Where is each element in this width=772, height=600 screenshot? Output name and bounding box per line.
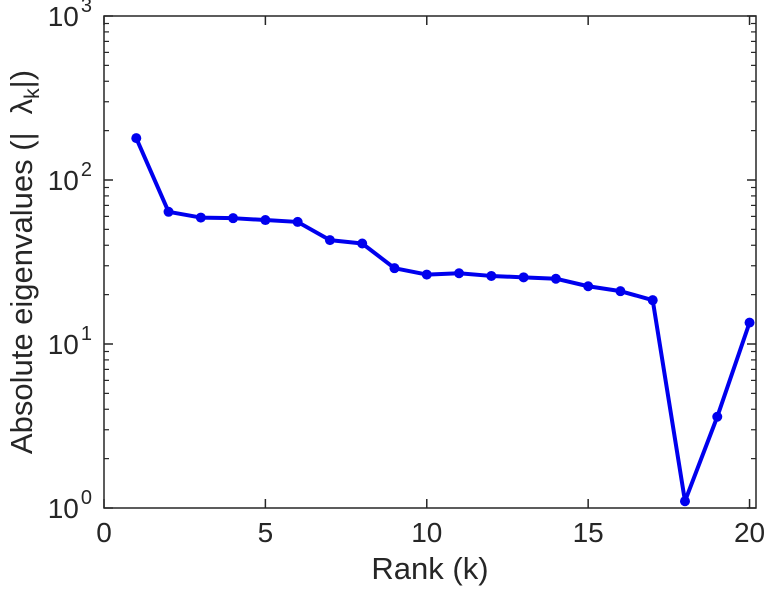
y-tick-label: 10 1 [48,323,92,360]
series-line [134,136,752,504]
data-point-marker [195,212,206,223]
data-point-marker [228,213,239,224]
data-point-marker [421,269,432,280]
data-point-marker [260,215,271,226]
data-point-marker [324,235,335,246]
data-point-marker [583,281,594,292]
x-tick-label: 15 [573,517,604,548]
data-point-marker [518,272,529,283]
y-tick-label: 10 3 [48,0,92,32]
x-tick-label: 0 [96,517,112,548]
data-point-marker [712,411,723,422]
data-point-marker [389,263,400,274]
y-axis-label-prefix: Absolute eigenvalues (| [4,132,39,455]
x-axis-label: Rank (k) [371,551,489,586]
y-tick-label: 10 0 [48,487,92,524]
data-point-marker [647,295,658,306]
data-point-marker [615,286,626,297]
x-tick-label: 20 [734,517,765,548]
data-point-marker [679,496,690,507]
data-point-marker [357,238,368,249]
y-axis-label: Absolute eigenvalues (| λk|) [4,69,44,455]
lambda-symbol: λ [4,98,39,115]
lambda-subscript: k [20,88,44,99]
data-point-marker [744,317,755,328]
data-point-marker [292,216,303,227]
x-tick-label: 5 [258,517,274,548]
data-point-marker [550,273,561,284]
y-axis-label-suffix: |) [4,69,39,89]
data-point-marker [454,268,465,279]
data-point-marker [163,206,174,217]
y-tick-label: 10 2 [48,159,92,196]
data-point-marker [131,133,142,144]
x-tick-label: 10 [411,517,442,548]
plot-box [103,15,757,509]
data-point-marker [486,270,497,281]
